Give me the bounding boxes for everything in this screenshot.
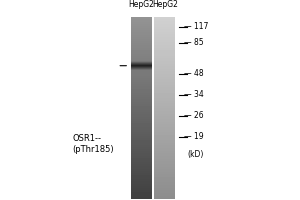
Text: — 48: — 48 [184,69,204,78]
Text: — 19: — 19 [184,132,204,141]
Text: HepG2: HepG2 [128,0,154,9]
Text: HepG2: HepG2 [152,0,178,9]
Text: — 26: — 26 [184,111,204,120]
Text: — 117: — 117 [184,22,208,31]
Text: — 34: — 34 [184,90,204,99]
Text: (kD): (kD) [187,150,203,159]
Text: — 85: — 85 [184,38,204,47]
Text: OSR1--
(pThr185): OSR1-- (pThr185) [73,134,114,154]
